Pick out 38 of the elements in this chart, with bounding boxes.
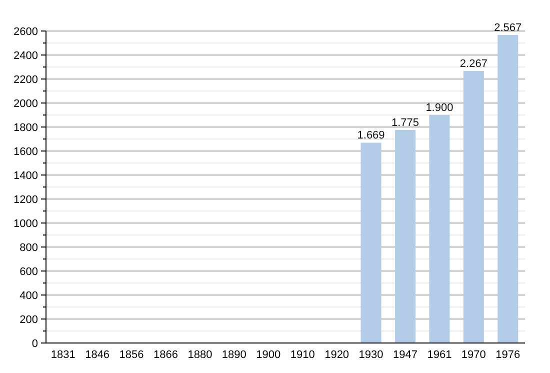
bar	[498, 34, 518, 343]
x-tick-label: 1880	[188, 349, 212, 361]
x-tick-label: 1920	[324, 349, 350, 361]
x-tick-label: 1947	[393, 349, 418, 361]
y-tick-label: 1800	[14, 122, 38, 134]
y-tick-label: 2600	[14, 26, 38, 38]
x-tick-label: 1970	[461, 349, 486, 361]
y-tick-label: 200	[20, 314, 38, 326]
y-tick-label: 0	[32, 338, 38, 350]
y-tick-label: 2200	[14, 74, 38, 86]
x-tick-label: 1831	[50, 349, 76, 361]
y-tick-label: 400	[20, 290, 38, 302]
y-tick-label: 2000	[14, 98, 38, 110]
x-tick-label: 1856	[119, 349, 144, 361]
bar	[463, 70, 484, 343]
x-tick-label: 1930	[358, 349, 384, 361]
y-tick-label: 1200	[14, 194, 38, 206]
x-tick-label: 1846	[85, 349, 110, 361]
bar	[394, 130, 416, 343]
x-tick-label: 1961	[427, 349, 452, 361]
y-tick-label: 800	[20, 242, 38, 254]
x-tick-label: 1976	[496, 349, 520, 361]
data-label: 1.775	[391, 117, 420, 129]
data-label: 1.669	[357, 130, 385, 142]
y-tick-label: 1000	[14, 218, 38, 230]
data-label: 1.900	[426, 102, 454, 114]
x-tick-label: 1910	[290, 349, 315, 361]
y-tick-label: 1600	[14, 146, 38, 158]
y-tick-label: 1400	[14, 170, 38, 182]
y-tick-label: 600	[20, 266, 38, 278]
x-tick-label: 1890	[222, 349, 246, 361]
x-tick-label: 1866	[154, 349, 178, 361]
y-tick-label: 2400	[14, 50, 38, 62]
bar	[360, 142, 382, 343]
x-tick-label: 1900	[256, 349, 281, 361]
data-label: 2.567	[494, 22, 522, 34]
data-label: 2.267	[460, 58, 488, 70]
bar	[429, 115, 450, 343]
